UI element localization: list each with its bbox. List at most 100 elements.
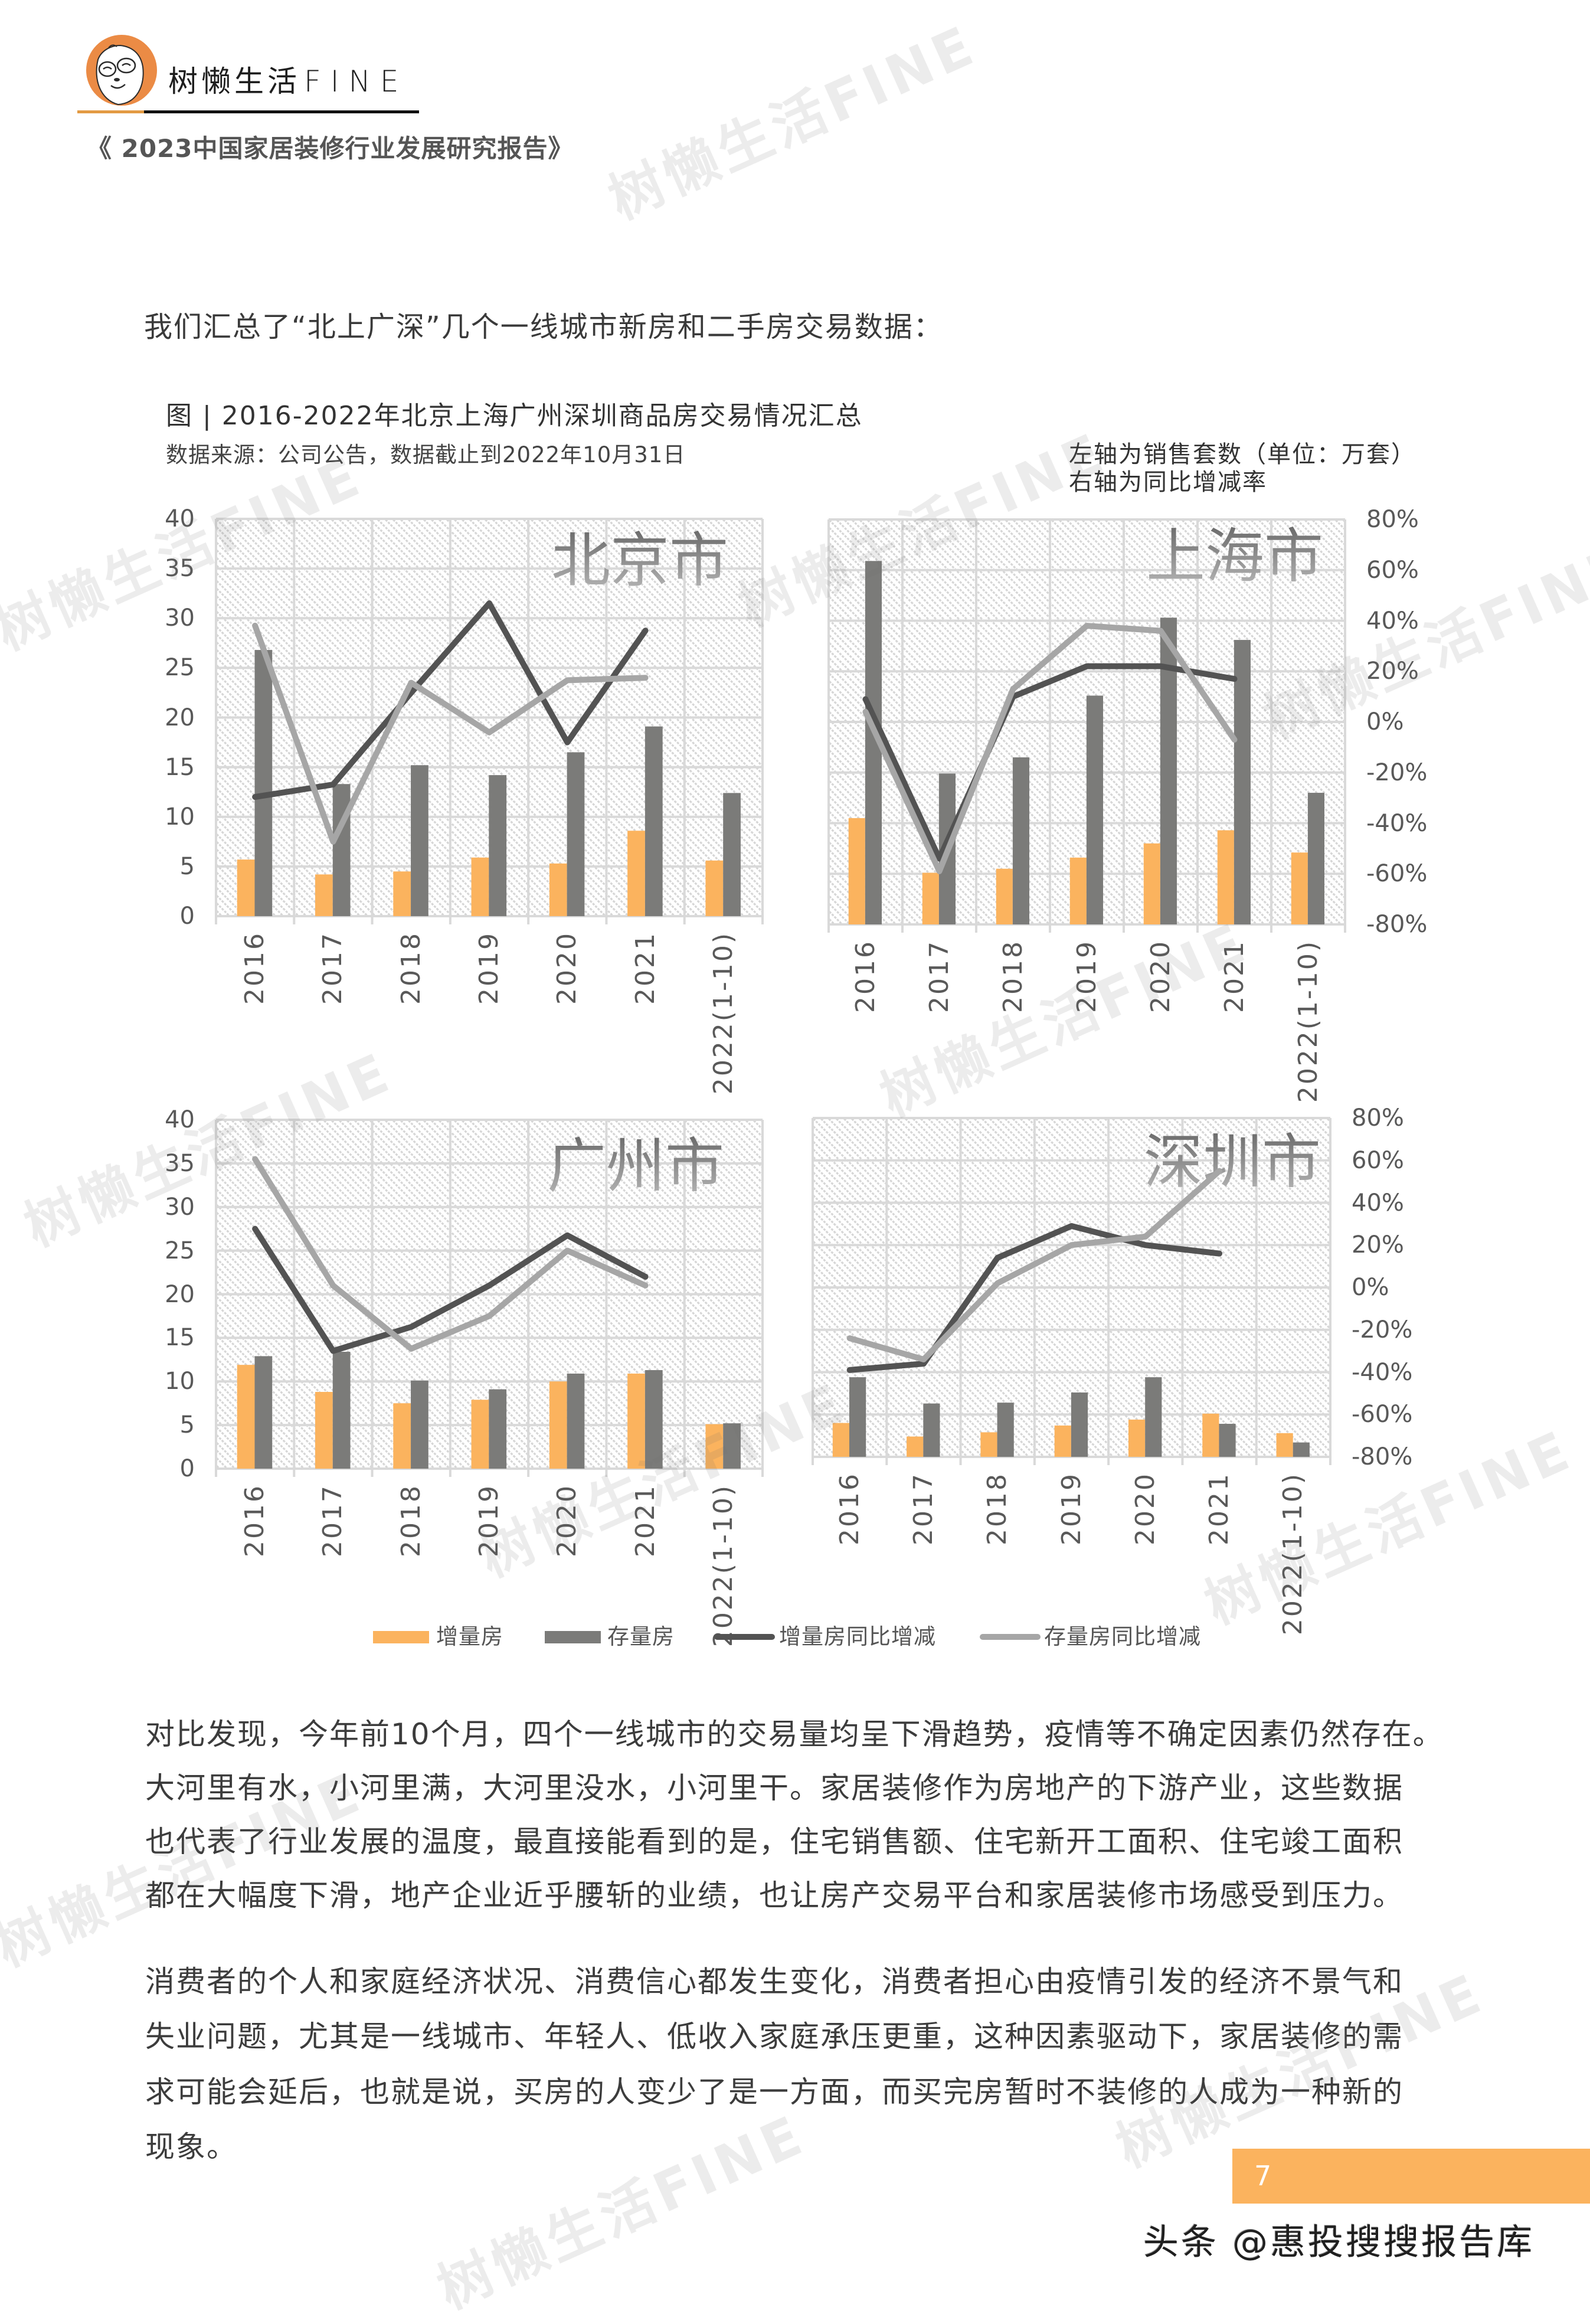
y-axis-left-tick: 0 — [179, 903, 195, 930]
report-title: 《 2023中国家居装修行业发展研究报告》 — [87, 134, 574, 163]
legend-label-existing-homes: 存量房 — [607, 1624, 675, 1649]
bar-existing-homes-2017 — [332, 1352, 351, 1469]
bar-new-homes-2019 — [471, 1400, 489, 1469]
x-axis-tick: 2016 — [850, 940, 881, 1013]
bar-new-homes-2020 — [1128, 1419, 1146, 1457]
axis-note-right: 右轴为同比增减率 — [1069, 469, 1267, 496]
city-label: 上海市 — [1146, 522, 1323, 591]
bar-existing-homes-2022(1-10) — [723, 1423, 741, 1469]
bar-new-homes-2016 — [832, 1423, 850, 1457]
legend-swatch-new-homes — [373, 1631, 429, 1643]
bar-existing-homes-2021 — [644, 1370, 663, 1469]
bar-existing-homes-2019 — [1071, 1392, 1088, 1457]
y-axis-left-tick: 25 — [165, 1237, 195, 1264]
x-axis-tick: 2021 — [630, 931, 660, 1005]
paragraph-line: 求可能会延后，也就是说，买房的人变少了是一方面，而买完房暂时不装修的人成为一种新… — [145, 2075, 1403, 2109]
x-axis-tick: 2020 — [552, 931, 583, 1005]
y-axis-right-tick: -80% — [1352, 1443, 1413, 1470]
y-axis-right-tick: 20% — [1366, 658, 1419, 685]
x-axis-tick: 2020 — [1130, 1472, 1160, 1545]
y-axis-left-tick: 0 — [179, 1455, 195, 1482]
city-label: 广州市 — [547, 1132, 724, 1201]
chart-guangzhou: 广州市 40 35 30 25 20 15 10 5 0 2016 2017 2018 2019 2020 2… — [165, 1108, 764, 1647]
y-axis-right-tick: 0% — [1352, 1274, 1389, 1301]
line-existing-homes-yoy — [862, 623, 1238, 874]
line-existing-homes-yoy — [846, 1168, 1223, 1362]
chart-shanghai: 上海市 80% 60% 40% 20% 0% -20% -40% -60% -80% 2016 201… — [827, 508, 1427, 1103]
watermark: 树懒生活FINE — [428, 2103, 815, 2322]
bar-existing-homes-2020 — [567, 1373, 585, 1469]
x-axis-tick: 2018 — [395, 931, 426, 1005]
sloth-logo-icon — [86, 35, 157, 106]
y-axis-right-tick: 0% — [1366, 708, 1404, 736]
bar-existing-homes-2021 — [1219, 1424, 1236, 1457]
paragraph-line: 大河里有水，小河里满，大河里没水，小河里干。家居装修作为房地产的下游产业，这些数… — [145, 1771, 1403, 1805]
y-axis-left-tick: 35 — [165, 1149, 195, 1177]
bar-new-homes-2016 — [237, 1365, 255, 1469]
paragraph-line: 失业问题，尤其是一线城市、年轻人、低收入家庭承压更重，这种因素驱动下，家居装修的… — [145, 2019, 1403, 2054]
bar-new-homes-2022(1-10) — [1291, 852, 1308, 924]
line-new-homes-yoy — [252, 1225, 649, 1354]
y-axis-left-tick: 30 — [165, 604, 195, 632]
y-axis-right-tick: 40% — [1352, 1189, 1404, 1217]
figure-source: 数据来源：公司公告，数据截止到2022年10月31日 — [166, 442, 686, 468]
y-axis-left-tick: 40 — [165, 505, 195, 532]
bar-new-homes-2020 — [549, 863, 567, 916]
bar-new-homes-2019 — [1054, 1425, 1071, 1457]
bar-existing-homes-2021 — [644, 726, 663, 916]
bar-existing-homes-2016 — [849, 1377, 866, 1457]
y-axis-left-tick: 10 — [165, 1368, 195, 1395]
watermark: 树懒生活FINE — [599, 13, 986, 232]
paragraph-line: 现象。 — [145, 2130, 237, 2164]
bar-existing-homes-2020 — [567, 752, 585, 916]
watermark: 树懒生活FINE — [871, 910, 1258, 1129]
x-axis-tick: 2017 — [318, 931, 348, 1005]
y-axis-right-tick: 80% — [1366, 506, 1419, 533]
brand-logo-text: 树懒生活 FINE — [168, 63, 408, 100]
city-label: 深圳市 — [1144, 1127, 1321, 1197]
y-axis-right-tick: -40% — [1366, 809, 1428, 837]
x-axis-tick: 2020 — [1145, 940, 1176, 1013]
chart-plot-area: 深圳市 — [812, 1117, 1331, 1465]
line-existing-homes-yoy — [252, 1156, 649, 1352]
figure-title: 图 | 2016-2022年北京上海广州深圳商品房交易情况汇总 — [166, 401, 863, 431]
bar-new-homes-2021 — [627, 1373, 645, 1469]
x-axis-tick: 2017 — [908, 1472, 938, 1545]
legend-swatch-existing-yoy-line — [980, 1634, 1041, 1640]
y-axis-right-tick: -60% — [1352, 1401, 1413, 1429]
x-axis-tick: 2016 — [240, 931, 270, 1005]
y-axis-right-tick: -20% — [1366, 759, 1428, 786]
source-attribution: 头条 @惠投搜搜报告库 — [1143, 2222, 1535, 2263]
brand-name-cn: 树懒生活 — [168, 64, 300, 99]
bar-existing-homes-2016 — [254, 1356, 273, 1469]
x-axis-tick: 2021 — [1219, 940, 1249, 1013]
x-axis-tick: 2016 — [834, 1472, 865, 1545]
y-axis-left-tick: 5 — [179, 852, 195, 880]
bar-existing-homes-2022(1-10) — [1293, 1442, 1310, 1457]
chart-shenzhen: 深圳市 80% 60% 40% 20% 0% -20% -40% -60% -80% 2016 201… — [812, 1106, 1412, 1635]
y-axis-left-tick: 10 — [165, 803, 195, 831]
y-axis-left-tick: 5 — [179, 1411, 195, 1439]
x-axis-tick: 2019 — [474, 931, 504, 1005]
y-axis-left-tick: 25 — [165, 654, 195, 682]
bar-new-homes-2018 — [980, 1432, 997, 1457]
y-axis-left-tick: 15 — [165, 753, 195, 781]
header-rule — [144, 110, 419, 113]
intro-text: 我们汇总了“北上广深”几个一线城市新房和二手房交易数据： — [144, 310, 943, 344]
bar-new-homes-2021 — [1217, 830, 1234, 924]
paragraph-line: 都在大幅度下滑，地产企业近乎腰斩的业绩，也让房产交易平台和家居装修市场感受到压力… — [145, 1878, 1403, 1913]
line-new-homes-yoy — [862, 663, 1238, 862]
line-existing-homes-yoy — [252, 622, 649, 845]
bar-new-homes-2018 — [393, 871, 411, 916]
bar-new-homes-2022(1-10) — [705, 860, 724, 916]
line-new-homes-yoy — [846, 1223, 1223, 1373]
bar-existing-homes-2021 — [1234, 640, 1251, 924]
bar-new-homes-2018 — [393, 1403, 411, 1469]
bar-new-homes-2018 — [996, 868, 1013, 924]
x-axis-tick: 2022(1-10) — [708, 931, 738, 1095]
bar-existing-homes-2017 — [923, 1403, 940, 1457]
legend-swatch-existing-homes — [545, 1631, 601, 1643]
y-axis-left-tick: 20 — [165, 704, 195, 731]
x-axis-tick: 2018 — [395, 1484, 426, 1557]
y-axis-right-tick: 60% — [1366, 556, 1419, 584]
